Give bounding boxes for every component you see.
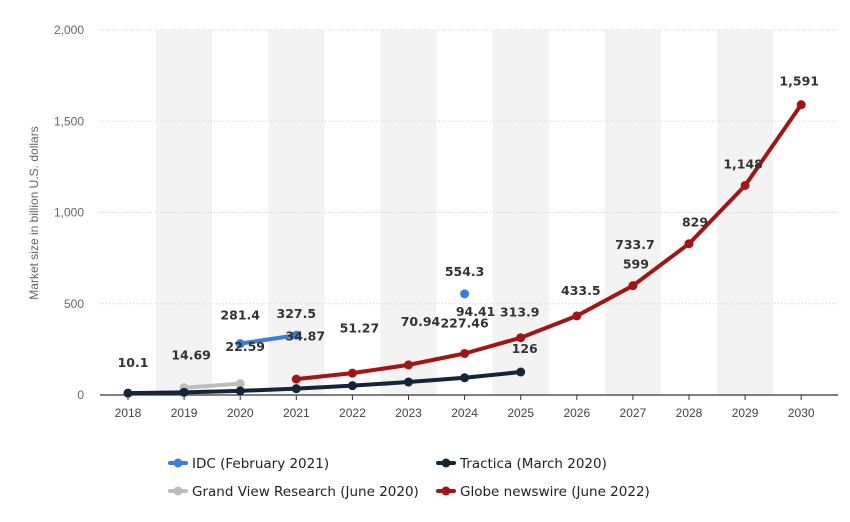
legend-label: IDC (February 2021) [192, 456, 329, 472]
legend: IDC (February 2021) Tractica (March 2020)… [168, 456, 650, 500]
point-tractica-march-2020-2022 [347, 381, 357, 391]
point-tractica-march-2020-2020 [235, 386, 245, 396]
point-globe-newswire-june-2022-2021 [291, 374, 301, 384]
legend-label: Grand View Research (June 2020) [192, 484, 419, 500]
data-label: 327.5 [277, 306, 317, 321]
point-globe-newswire-june-2022-2029 [740, 180, 750, 190]
data-label: 554.3 [445, 264, 485, 279]
point-globe-newswire-june-2022-2025 [516, 333, 526, 343]
legend-item-grand-view-research-june-2020: Grand View Research (June 2020) [168, 484, 419, 500]
data-label: 829 [682, 215, 708, 230]
point-tractica-march-2020-2018 [123, 388, 133, 398]
point-tractica-march-2020-2023 [404, 377, 413, 387]
data-label: 94.41 [456, 304, 496, 319]
point-tractica-march-2020-2021 [291, 384, 301, 394]
point-grand-view-research-june-2020-2020 [235, 379, 245, 389]
point-globe-newswire-june-2022-2028 [684, 239, 694, 249]
data-label: 433.5 [561, 283, 601, 298]
point-globe-newswire-june-2022-2026 [572, 311, 582, 321]
x-tick-label: 2022 [339, 406, 366, 420]
point-globe-newswire-june-2022-2027 [628, 281, 638, 291]
series-group [123, 100, 806, 398]
data-label: 313.9 [500, 305, 540, 320]
data-label: 733.7 [615, 237, 655, 252]
point-globe-newswire-june-2022-2022 [347, 368, 357, 378]
series-line-grand-view-research-june-2020 [182, 381, 243, 390]
y-tick-label: 0 [77, 388, 84, 402]
x-tick-label: 2019 [171, 406, 198, 420]
legend-marker-tractica-march-2020 [441, 458, 451, 468]
legend-item-idc-february-2021: IDC (February 2021) [168, 456, 329, 472]
data-label: 126 [512, 341, 538, 356]
point-tractica-march-2020-2024 [460, 373, 470, 383]
x-tick-label: 2026 [563, 406, 590, 420]
x-tick-label: 2030 [788, 406, 815, 420]
data-label: 34.87 [286, 329, 326, 344]
point-globe-newswire-june-2022-2023 [404, 360, 413, 370]
point-tractica-march-2020-2025 [516, 367, 526, 377]
point-globe-newswire-june-2022-2024 [460, 348, 470, 358]
x-tick-label: 2018 [115, 406, 142, 420]
data-label: 281.4 [220, 308, 260, 323]
x-tick-label: 2028 [676, 406, 703, 420]
x-tick-label: 2029 [732, 406, 759, 420]
point-idc-february-2021-2024 [460, 289, 470, 299]
data-label: 70.94 [401, 314, 441, 329]
x-tick-label: 2025 [507, 406, 534, 420]
data-label: 14.69 [171, 347, 211, 362]
y-tick-label: 1,500 [54, 114, 84, 128]
x-tick-label: 2024 [451, 406, 478, 420]
data-label: 22.59 [225, 339, 265, 354]
legend-marker-grand-view-research-june-2020 [173, 486, 183, 496]
point-idc-february-2021-2020 [235, 339, 245, 349]
data-label: 599 [623, 257, 649, 272]
gridlines [100, 29, 838, 396]
legend-marker-idc-february-2021 [173, 458, 183, 468]
data-label: 227.46 [440, 315, 489, 330]
y-tick-label: 500 [64, 297, 84, 311]
x-tick-label: 2020 [227, 406, 254, 420]
legend-marker-globe-newswire-june-2022 [441, 486, 451, 496]
data-labels: 281.4 327.5 554.3 10.1 14.69 22.59 34.87 51.27 7… [118, 74, 819, 371]
y-tick-label: 2,000 [54, 23, 84, 37]
series-line-globe-newswire-june-2022 [294, 102, 804, 382]
legend-item-tractica-march-2020: Tractica (March 2020) [436, 456, 607, 472]
point-tractica-march-2020-2019 [179, 387, 189, 397]
data-label: 1,148 [723, 156, 763, 171]
x-axis: 2018 2019 2020 2021 2022 2023 2024 2025 2026 2027… [115, 395, 815, 420]
legend-item-globe-newswire-june-2022: Globe newswire (June 2022) [436, 484, 650, 500]
y-axis: 0 500 1,000 1,500 2,000 [54, 23, 84, 402]
data-label: 51.27 [340, 321, 380, 336]
data-label: 1,591 [779, 74, 819, 89]
y-axis-label: Market size in billion U.S. dollars [27, 126, 41, 299]
x-tick-label: 2023 [395, 406, 422, 420]
series-line-tractica-march-2020 [126, 370, 523, 396]
plot-band-2027 [604, 30, 661, 395]
point-globe-newswire-june-2022-2030 [796, 100, 806, 110]
legend-label: Tractica (March 2020) [459, 456, 607, 472]
y-tick-label: 1,000 [54, 206, 84, 220]
x-tick-label: 2021 [283, 406, 310, 420]
data-label: 10.1 [118, 355, 149, 370]
series-line-idc-february-2021-0 [238, 333, 299, 346]
point-idc-february-2021-2021 [291, 330, 301, 340]
legend-label: Globe newswire (June 2022) [460, 484, 650, 500]
x-tick-label: 2027 [620, 406, 647, 420]
